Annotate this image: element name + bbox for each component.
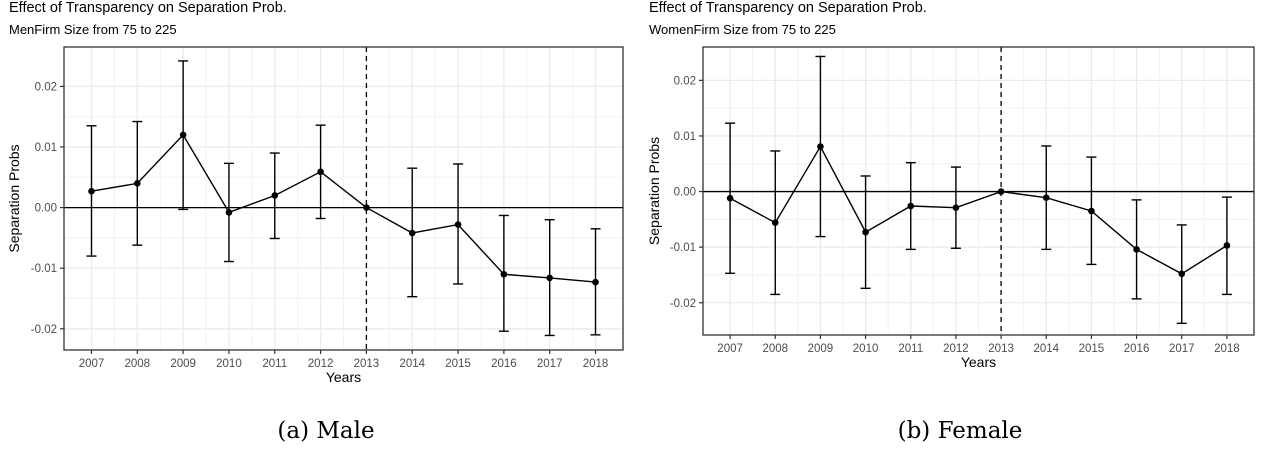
x-tick-label: 2009	[170, 358, 196, 370]
data-point	[1178, 270, 1186, 278]
plot-border	[63, 46, 624, 351]
x-tick-label: 2015	[445, 358, 471, 370]
x-tick-label: 2017	[1169, 343, 1195, 355]
x-tick-label: 2012	[943, 343, 969, 355]
y-tick-label: 0.02	[35, 81, 57, 93]
data-point	[179, 131, 187, 139]
x-tick-label: 2018	[583, 358, 609, 370]
y-tick-label: -0.02	[670, 298, 696, 310]
series-line	[91, 133, 596, 283]
chart-panel-female: Effect of Transparency on Separation Pro…	[640, 0, 1266, 463]
data-point	[1223, 242, 1231, 249]
x-tick-label: 2010	[853, 343, 879, 355]
x-tick-label: 2017	[537, 358, 563, 370]
data-point	[408, 229, 416, 237]
data-point	[997, 188, 1005, 195]
data-point	[88, 187, 95, 195]
chart-subtitle: WomenFirm Size from 75 to 225	[649, 22, 836, 37]
x-tick-label: 2012	[308, 358, 334, 370]
x-tick-label: 2008	[125, 358, 151, 370]
data-point	[271, 192, 279, 199]
chart-subtitle: MenFirm Size from 75 to 225	[9, 22, 177, 37]
x-tick-label: 2016	[1124, 343, 1150, 355]
x-tick-label: 2008	[762, 343, 788, 355]
x-tick-label: 2010	[216, 358, 242, 370]
x-tick-label: 2014	[1033, 343, 1059, 355]
data-point	[546, 274, 553, 282]
chart-title: Effect of Transparency on Separation Pro…	[9, 0, 287, 16]
data-point	[1133, 246, 1140, 253]
x-tick-label: 2015	[1079, 343, 1105, 355]
x-tick-label: 2018	[1214, 343, 1240, 355]
figure-caption: (b) Female	[897, 418, 1023, 444]
data-point	[454, 221, 462, 228]
data-point	[1088, 207, 1095, 215]
series-line	[729, 145, 1228, 275]
x-tick-label: 2014	[399, 358, 425, 370]
y-axis-title: Separation Probs	[646, 137, 662, 245]
x-tick-label: 2011	[898, 343, 923, 355]
x-tick-label: 2007	[717, 343, 743, 355]
x-axis-title: Years	[961, 354, 996, 370]
data-point	[1042, 194, 1050, 201]
data-point	[134, 180, 141, 187]
x-axis-title: Years	[326, 369, 361, 385]
chart-plot-female: -0.02 -0.01 0.00 0.01 0.02 2007 2008 2009 2010 20…	[646, 46, 1255, 370]
chart-panel-male: Effect of Transparency on Separation Pro…	[6, 0, 624, 444]
data-point	[726, 194, 734, 202]
x-tick-label: 2007	[79, 358, 105, 370]
data-point	[500, 270, 508, 278]
y-tick-label: 0.01	[674, 131, 696, 143]
y-tick-label: -0.02	[31, 324, 57, 336]
x-tick-label: 2013	[354, 358, 380, 370]
y-tick-label: 0.01	[35, 142, 57, 154]
y-tick-label: 0.02	[674, 75, 696, 87]
data-point	[317, 168, 324, 176]
x-tick-label: 2011	[262, 358, 287, 370]
figure-caption: (a) Male	[277, 418, 375, 444]
data-point	[907, 202, 915, 210]
data-point	[225, 209, 233, 216]
x-tick-label: 2009	[808, 343, 834, 355]
x-tick-label: 2016	[491, 358, 517, 370]
y-tick-label: -0.01	[31, 263, 57, 275]
y-tick-label: 0.00	[35, 203, 57, 215]
x-tick-label: 2013	[988, 343, 1014, 355]
data-point	[952, 204, 960, 211]
chart-plot-male: -0.02 -0.01 0.00 0.01 0.02 2007 2008 2009 2010 20…	[6, 46, 624, 385]
chart-title: Effect of Transparency on Separation Pro…	[649, 0, 927, 16]
data-point	[363, 204, 370, 211]
y-axis-title: Separation Probs	[6, 144, 22, 252]
data-point	[771, 219, 779, 226]
data-point	[862, 228, 869, 236]
data-point	[592, 278, 599, 286]
y-tick-label: -0.01	[670, 242, 696, 254]
data-point	[817, 143, 824, 150]
y-tick-label: 0.00	[674, 187, 696, 199]
